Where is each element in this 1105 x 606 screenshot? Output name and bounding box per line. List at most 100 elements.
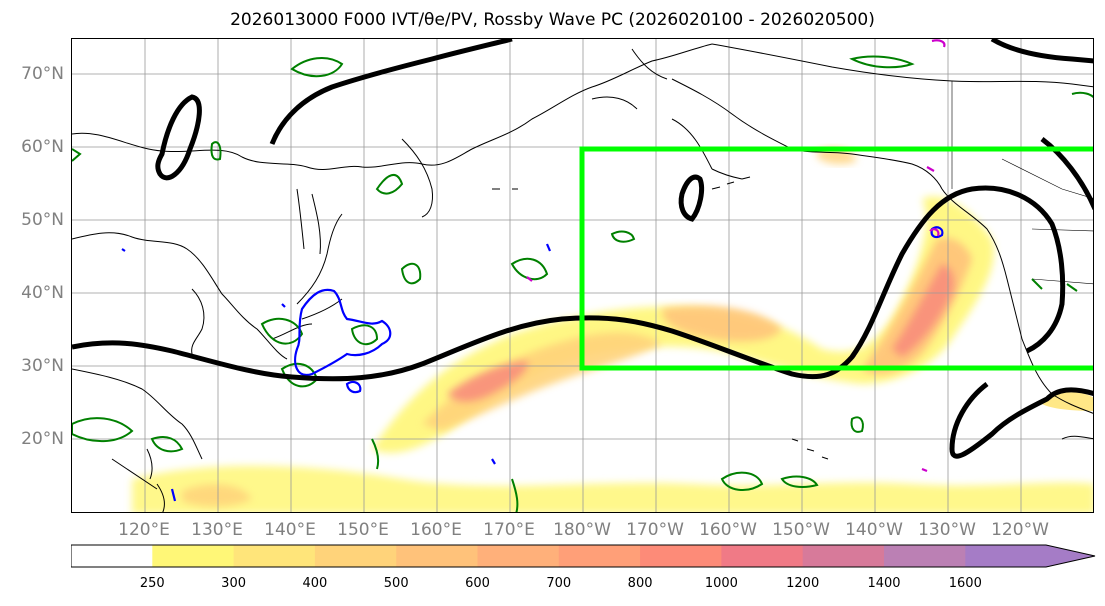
colorbar-tick-label: 400 xyxy=(302,576,328,591)
theta-e-loop-16 xyxy=(210,141,222,161)
rossby-contour-north xyxy=(269,39,513,145)
colorbar xyxy=(70,544,1101,580)
ivt-south-band xyxy=(132,465,1093,512)
colorbar-segment xyxy=(884,545,966,567)
theta-e-loop-2 xyxy=(375,174,404,195)
lon-label-130e: 130°E xyxy=(191,520,243,540)
colorbar-tick-label: 1400 xyxy=(867,576,901,591)
colorbar-segment xyxy=(965,545,1095,567)
lon-label-120e: 120°E xyxy=(118,520,170,540)
coastline-japan xyxy=(271,213,343,340)
colorbar-segment xyxy=(314,545,397,567)
pv-contours xyxy=(121,39,946,502)
theta-e-loop-5 xyxy=(260,317,304,345)
coastline-sakhalin xyxy=(296,188,321,255)
lon-label-150w: 150°W xyxy=(772,520,830,540)
pv-small-1 xyxy=(345,380,362,394)
pv-loop-east xyxy=(930,226,944,239)
theta-e-loop-10 xyxy=(720,471,764,491)
map-canvas xyxy=(72,39,1093,512)
colorbar-tick-label: 800 xyxy=(627,576,653,591)
coastline-north-america xyxy=(941,188,1093,414)
coastline-hawaii xyxy=(791,438,829,460)
rossby-analysis-box xyxy=(579,146,1093,371)
lat-label-60n: 60°N xyxy=(21,137,64,157)
coastline-korea xyxy=(191,288,205,355)
colorbar-tick-label: 500 xyxy=(383,576,409,591)
colorbar-outline xyxy=(70,544,1096,568)
theta-e-loop-18 xyxy=(1031,91,1093,292)
theta-e-loop-12 xyxy=(850,416,864,433)
colorbar-segment xyxy=(558,545,641,567)
lon-label-160e: 160°E xyxy=(410,520,462,540)
ivt-shading xyxy=(132,147,1093,512)
colorbar-segment xyxy=(802,545,885,567)
coastline-alaska xyxy=(671,78,943,190)
theta-e-loop-9 xyxy=(150,436,184,453)
figure-title: 2026013000 F000 IVT/θe/PV, Rossby Wave P… xyxy=(230,10,875,30)
coastlines xyxy=(72,43,1093,512)
theta-e-loop-17 xyxy=(371,438,519,512)
rossby-contour-se xyxy=(949,382,1093,459)
pv-loop-japan xyxy=(294,288,392,377)
pv-magenta-loop-east xyxy=(526,39,946,473)
lon-label-180w: 180°W xyxy=(553,520,611,540)
ivt-band-mid xyxy=(422,332,662,431)
lon-label-130w: 130°W xyxy=(918,520,976,540)
theta-e-loop-14 xyxy=(610,230,636,243)
lon-label-150e: 150°E xyxy=(337,520,389,540)
colorbar-segments xyxy=(71,545,1095,567)
lat-label-50n: 50°N xyxy=(21,210,64,230)
colorbar-segment xyxy=(721,545,804,567)
rossby-contour-loop-west xyxy=(155,94,202,181)
coastline-arctic xyxy=(711,43,1093,88)
lon-label-170w: 170°W xyxy=(626,520,684,540)
colorbar-tick-label: 700 xyxy=(546,576,572,591)
coastline-asia-east xyxy=(72,232,288,360)
coastline-bering xyxy=(591,48,668,110)
coastline-china xyxy=(72,368,203,490)
colorbar-tick-label: 1600 xyxy=(948,576,982,591)
lat-label-20n: 20°N xyxy=(21,429,64,449)
coastline-aleutians xyxy=(492,176,751,190)
lat-label-70n: 70°N xyxy=(21,64,64,84)
colorbar-svg xyxy=(70,544,1096,568)
ivt-core-west xyxy=(447,361,528,402)
theta-e-contours xyxy=(72,55,1093,512)
lat-label-30n: 30°N xyxy=(21,356,64,376)
pv-small-2 xyxy=(121,243,552,502)
colorbar-tick-label: 1200 xyxy=(786,576,820,591)
lon-label-120w: 120°W xyxy=(991,520,1049,540)
theta-e-loop-4 xyxy=(510,257,549,281)
lon-label-170e: 170°E xyxy=(483,520,535,540)
ivt-se-patch xyxy=(1042,392,1093,411)
theta-e-loop-3 xyxy=(400,262,422,285)
colorbar-segment xyxy=(477,545,560,567)
coastline-gulf-mexico xyxy=(1061,435,1093,440)
rossby-contour-main xyxy=(72,185,1066,382)
colorbar-segment xyxy=(152,545,235,567)
colorbar-tick-label: 300 xyxy=(221,576,247,591)
ivt-core-east xyxy=(892,264,954,357)
theta-e-loop-11 xyxy=(780,475,819,488)
theta-e-loop-8 xyxy=(72,417,134,443)
lon-label-140e: 140°E xyxy=(264,520,316,540)
theta-e-loop-7 xyxy=(350,324,379,346)
colorbar-segment xyxy=(640,545,722,567)
lon-label-160w: 160°W xyxy=(699,520,757,540)
ivt-band-central xyxy=(662,305,782,342)
rossby-wave-contours xyxy=(72,39,1093,459)
colorbar-segment xyxy=(71,545,153,567)
ivt-south-patch xyxy=(182,484,252,507)
map-panel xyxy=(71,38,1094,513)
rossby-contour-loop-gulf xyxy=(678,174,705,222)
lon-label-140w: 140°W xyxy=(845,520,903,540)
colorbar-segment xyxy=(396,545,478,567)
colorbar-tick-label: 1000 xyxy=(704,576,738,591)
lat-label-40n: 40°N xyxy=(21,283,64,303)
coastline-kamchatka xyxy=(401,138,433,218)
ivt-north-patch xyxy=(817,147,857,165)
border-lines xyxy=(951,81,1093,285)
coastline-taiwan-philippines xyxy=(146,448,165,512)
rossby-contour-ne xyxy=(990,39,1093,210)
